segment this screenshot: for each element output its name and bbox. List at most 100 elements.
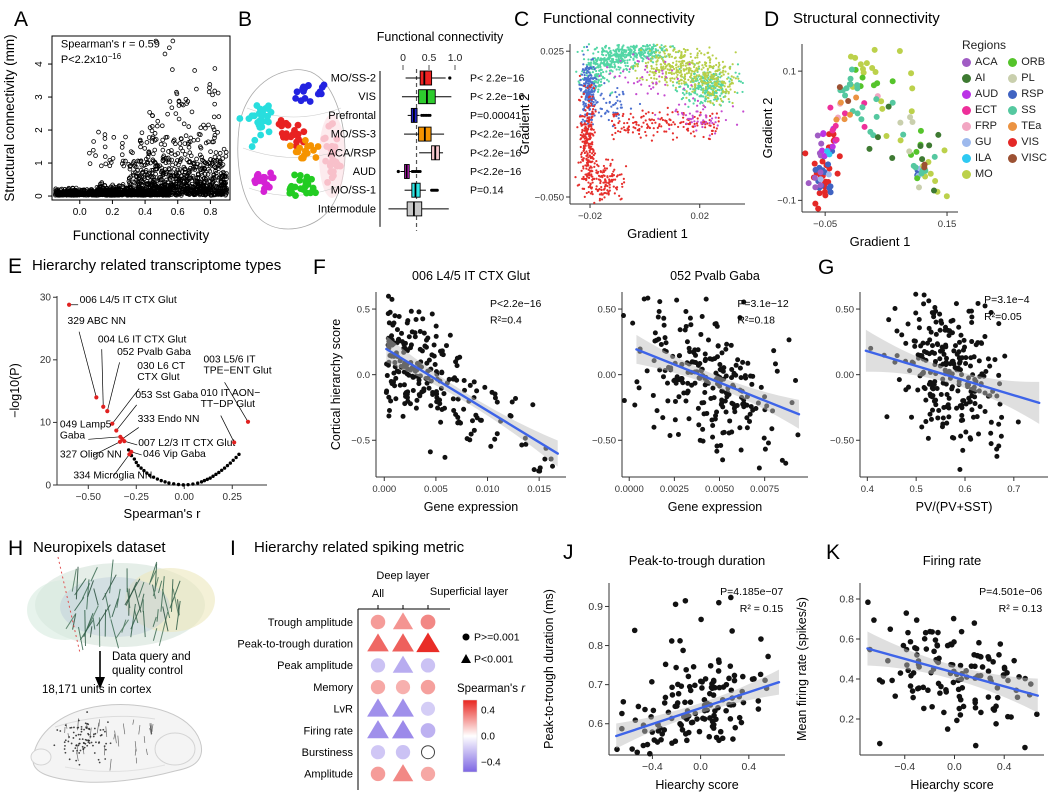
svg-text:Gradient 1: Gradient 1	[627, 226, 688, 241]
svg-text:MO/SS-3: MO/SS-3	[331, 129, 376, 141]
region-label: VISC	[1021, 152, 1047, 164]
region-legend-item-visc: VISC	[1008, 152, 1047, 164]
svg-text:049 Lamp5: 049 Lamp5	[60, 419, 112, 430]
svg-text:0.00: 0.00	[175, 492, 195, 503]
svg-text:0.0050: 0.0050	[705, 484, 734, 495]
region-label: MO	[975, 168, 993, 180]
svg-text:0.015: 0.015	[527, 484, 551, 495]
svg-text:0.5: 0.5	[357, 304, 370, 315]
svg-text:0.5: 0.5	[422, 52, 437, 64]
region-legend-item-ect: ECT	[962, 104, 998, 116]
svg-text:2: 2	[34, 127, 45, 133]
regions-legend-col2: ORB PL RSP SS TEa VIS VISC	[1008, 56, 1047, 180]
units-count-label: 18,171 units in cortex	[42, 684, 152, 696]
svg-text:−log10(P): −log10(P)	[8, 363, 22, 418]
svg-text:052 Pvalb Gaba: 052 Pvalb Gaba	[117, 347, 191, 358]
svg-text:P<2.2e−16: P<2.2e−16	[490, 298, 542, 310]
panel-f-scatter-right: 0.0000 0.0025 0.0050 0.0075 0.50 0.00 −0.50 052…	[592, 269, 808, 514]
region-legend-item-vis: VIS	[1008, 136, 1047, 148]
svg-text:004 L6 IT CTX Glut: 004 L6 IT CTX Glut	[98, 334, 187, 345]
region-color-dot	[1008, 105, 1018, 115]
region-legend-item-ai: AI	[962, 72, 998, 84]
svg-text:−0.02: −0.02	[578, 211, 602, 222]
svg-text:Spearman's r = 0.59: Spearman's r = 0.59	[61, 38, 160, 50]
region-label: GU	[975, 136, 992, 148]
region-color-dot	[1008, 153, 1018, 163]
svg-text:0.7: 0.7	[1007, 484, 1020, 495]
region-color-dot	[1008, 137, 1018, 147]
svg-text:0.010: 0.010	[476, 484, 500, 495]
svg-text:0.0075: 0.0075	[750, 484, 779, 495]
svg-text:Functional connectivity: Functional connectivity	[377, 30, 504, 44]
svg-text:0.025: 0.025	[540, 46, 564, 57]
region-legend-item-rsp: RSP	[1008, 88, 1047, 100]
panel-g-scatter: 0.4 0.5 0.6 0.70.500.00−0.50PV/(PV+SST)P=3.…	[830, 291, 1048, 514]
svg-text:−0.1: −0.1	[777, 196, 796, 207]
svg-text:AUD: AUD	[353, 166, 376, 178]
region-legend-item-pl: PL	[1008, 72, 1047, 84]
region-label: AI	[975, 72, 986, 84]
region-label: ECT	[975, 104, 997, 116]
panel-letter-k: K	[826, 541, 841, 564]
region-color-dot	[962, 121, 971, 131]
arrow-label-line2: quality control	[112, 665, 183, 677]
panel-h-brain-probes	[27, 556, 215, 654]
svg-text:329 ABC NN: 329 ABC NN	[68, 316, 126, 327]
panel-letter-i: I	[230, 537, 236, 560]
svg-text:−0.25: −0.25	[124, 492, 150, 503]
svg-text:006 L4/5 IT CTX Glut: 006 L4/5 IT CTX Glut	[80, 295, 177, 306]
panel-letter-h: H	[8, 537, 24, 560]
panel-letter-j: J	[563, 541, 574, 564]
svg-text:1: 1	[34, 160, 45, 166]
svg-text:Gene expression: Gene expression	[668, 500, 763, 514]
svg-text:0.50: 0.50	[598, 304, 617, 315]
down-arrow-icon	[95, 651, 105, 689]
panel-e-title: Hierarchy related transcriptome types	[32, 257, 282, 274]
svg-text:Gradient 2: Gradient 2	[517, 94, 532, 155]
svg-text:0.00: 0.00	[598, 370, 617, 381]
svg-text:0.1: 0.1	[783, 66, 796, 77]
svg-text:0.00: 0.00	[836, 370, 855, 381]
svg-text:010 IT AON−: 010 IT AON−	[201, 388, 261, 399]
regions-legend-col1: ACA AI AUD ECT FRP GU ILA MO	[962, 56, 998, 180]
svg-text:0.6: 0.6	[958, 484, 971, 495]
region-legend-item-ila: ILA	[962, 152, 998, 164]
svg-text:0.0: 0.0	[357, 370, 370, 381]
svg-text:−0.05: −0.05	[813, 219, 837, 230]
svg-text:0.0025: 0.0025	[660, 484, 689, 495]
panel-d-title: Structural connectivity	[793, 10, 940, 27]
svg-text:R²=0.4: R²=0.4	[490, 314, 522, 326]
region-color-dot	[1008, 73, 1018, 83]
svg-text:Gradient 1: Gradient 1	[850, 234, 911, 249]
svg-text:Gradient 2: Gradient 2	[760, 98, 775, 159]
svg-text:333 Endo NN: 333 Endo NN	[138, 414, 200, 425]
svg-text:003 L5/6 IT: 003 L5/6 IT	[203, 354, 256, 365]
svg-text:MO/SS-2: MO/SS-2	[331, 73, 376, 85]
region-legend-item-gu: GU	[962, 136, 998, 148]
svg-text:P<2.2e−16: P<2.2e−16	[470, 166, 522, 178]
svg-text:Structural connectivity (mm): Structural connectivity (mm)	[2, 34, 17, 201]
panel-letter-f: F	[313, 256, 326, 279]
region-label: SS	[1021, 104, 1036, 116]
svg-text:0.25: 0.25	[223, 492, 243, 503]
region-label: TEa	[1021, 120, 1042, 132]
panel-letter-a: A	[14, 8, 29, 31]
region-color-dot	[962, 137, 971, 147]
svg-text:VIS: VIS	[358, 91, 376, 103]
svg-text:CTX Glut: CTX Glut	[137, 372, 179, 383]
region-legend-item-frp: FRP	[962, 120, 998, 132]
region-legend-item-tea: TEa	[1008, 120, 1047, 132]
svg-text:30: 30	[40, 293, 52, 304]
svg-text:0: 0	[34, 193, 45, 199]
svg-text:046 Vip Gaba: 046 Vip Gaba	[143, 449, 206, 460]
svg-text:053 Sst Gaba: 053 Sst Gaba	[135, 390, 198, 401]
region-label: ILA	[975, 152, 992, 164]
panel-letter-d: D	[764, 8, 780, 31]
svg-text:Cortical hierarchy score: Cortical hierarchy score	[329, 319, 343, 450]
svg-text:−0.50: −0.50	[592, 436, 616, 447]
svg-text:0.000: 0.000	[372, 484, 396, 495]
region-label: AUD	[975, 88, 999, 100]
